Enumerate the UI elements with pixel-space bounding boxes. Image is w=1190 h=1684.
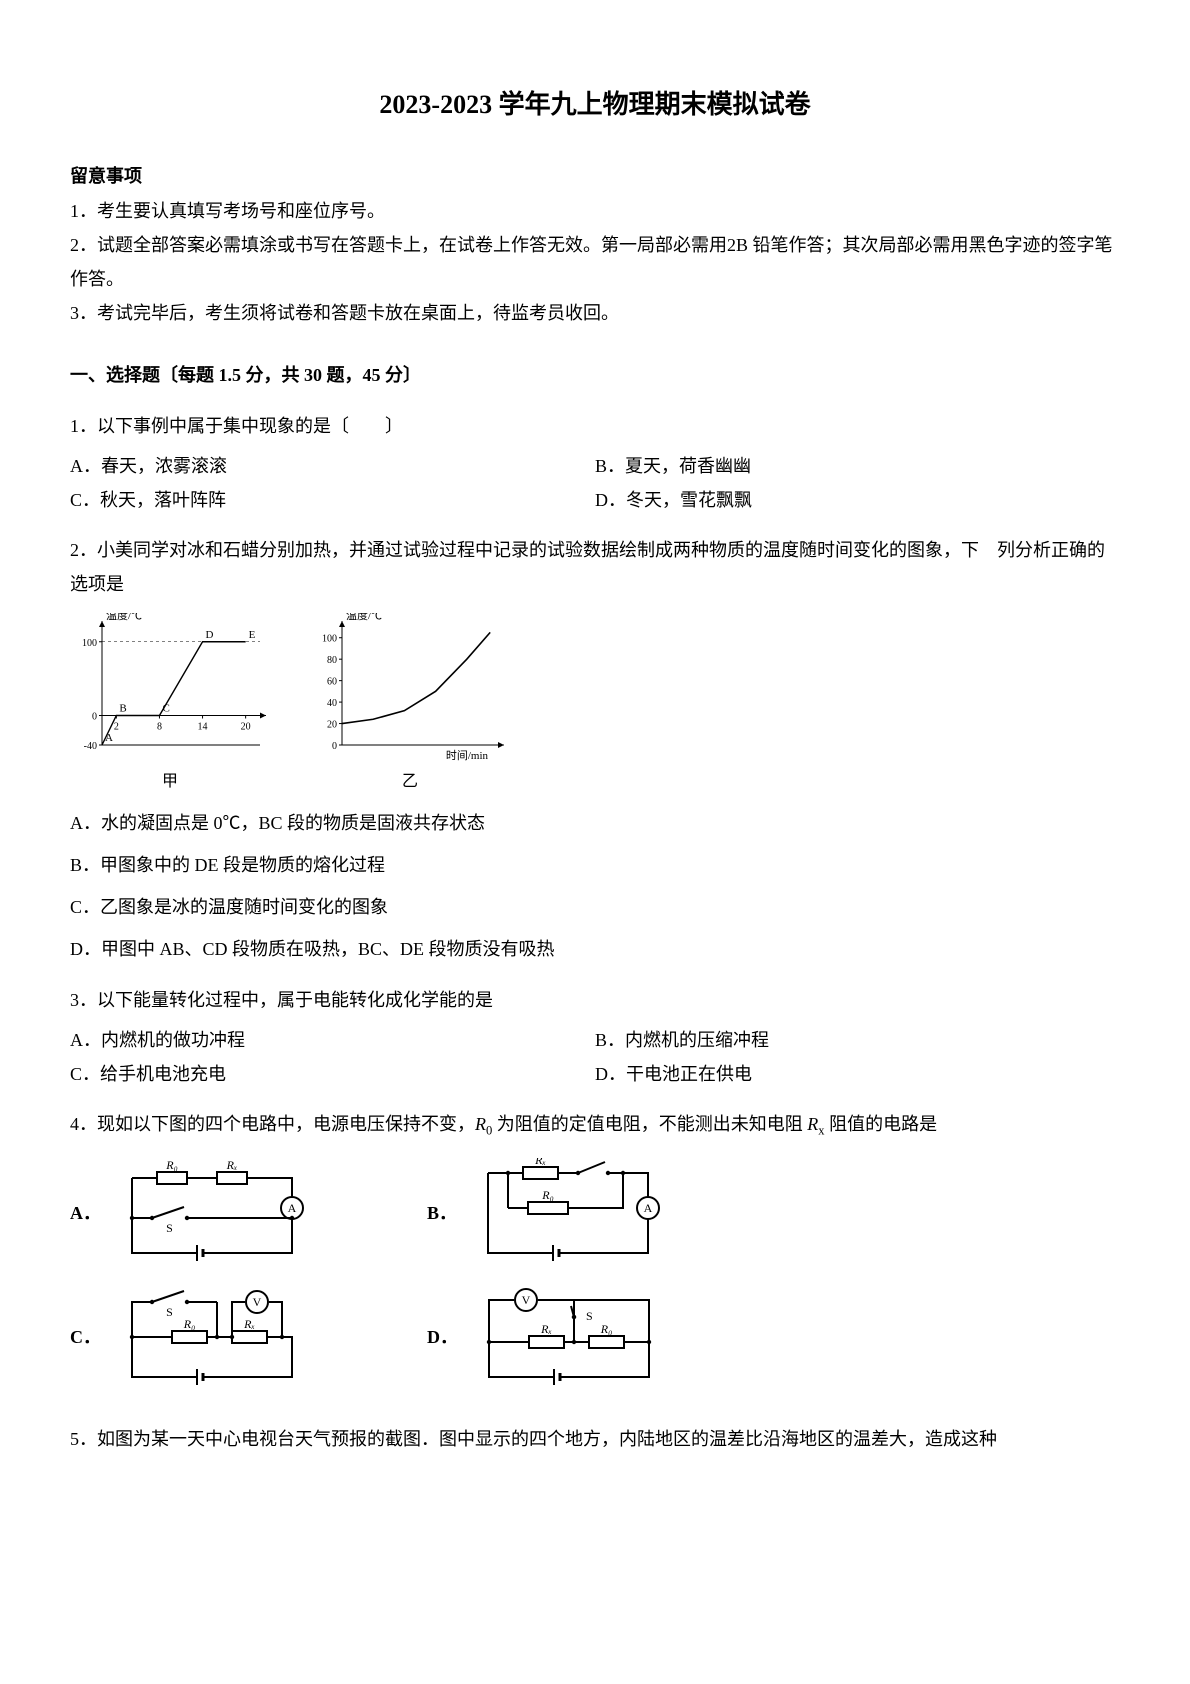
- svg-text:S: S: [586, 1309, 593, 1323]
- q1-stem: 1．以下事例中属于集中现象的是〔 〕: [70, 409, 1120, 443]
- q4-row2: C． Rₓ R₀ S V D． R₀ Rₓ V S: [70, 1282, 1120, 1392]
- svg-text:2: 2: [114, 722, 119, 733]
- svg-text:A: A: [288, 1201, 297, 1215]
- svg-text:-40: -40: [84, 741, 97, 752]
- svg-text:100: 100: [322, 634, 337, 645]
- q4-stem: 4．现如以下图的四个电路中，电源电压保持不变，R0 为阻值的定值电阻，不能测出未…: [70, 1107, 1120, 1144]
- q1-a: A．春天，浓雾滚滚: [70, 449, 595, 483]
- notice-head: 留意事项: [70, 159, 1120, 193]
- svg-text:80: 80: [327, 656, 337, 667]
- svg-text:C: C: [162, 703, 169, 715]
- svg-text:A: A: [105, 732, 113, 744]
- q2-figures: 温度/℃ 100 0 -40 2 8 14 20 A B C D E 甲 温度/℃ 时间/min 100 80…: [70, 613, 1120, 797]
- q4-circuit-b: A Rₓ R₀: [473, 1158, 663, 1268]
- q4-stem-pre: 4．现如以下图的四个电路中，电源电压保持不变，: [70, 1114, 475, 1134]
- q2-chart1: 温度/℃ 100 0 -40 2 8 14 20 A B C D E: [70, 613, 270, 763]
- svg-text:100: 100: [82, 638, 97, 649]
- q4-row1: A． A Rₓ R₀ S B． A Rₓ R₀: [70, 1158, 1120, 1268]
- q4-stem-post: 阻值的电路是: [825, 1114, 938, 1134]
- q4-circuit-c: Rₓ R₀ S V: [117, 1282, 307, 1392]
- svg-text:E: E: [249, 629, 256, 641]
- svg-text:14: 14: [198, 722, 208, 733]
- q3-b: B．内燃机的压缩冲程: [595, 1023, 1120, 1057]
- q3-choices: A．内燃机的做功冲程 B．内燃机的压缩冲程 C．给手机电池充电 D．干电池正在供…: [70, 1023, 1120, 1091]
- svg-text:V: V: [253, 1295, 262, 1309]
- q2-stem: 2．小美同学对冰和石蜡分别加热，并通过试验过程中记录的试验数据绘制成两种物质的温…: [70, 533, 1120, 601]
- q4-r0: R: [475, 1114, 486, 1134]
- svg-text:20: 20: [327, 720, 337, 731]
- q1-c: C．秋天，落叶阵阵: [70, 483, 595, 517]
- q1-choices: A．春天，浓雾滚滚 B．夏天，荷香幽幽 C．秋天，落叶阵阵 D．冬天，雪花飘飘: [70, 449, 1120, 517]
- svg-text:B: B: [119, 703, 126, 715]
- q5-stem: 5．如图为某一天中心电视台天气预报的截图．图中显示的四个地方，内陆地区的温差比沿…: [70, 1422, 1120, 1456]
- svg-text:温度/℃: 温度/℃: [106, 613, 142, 622]
- svg-text:8: 8: [157, 722, 162, 733]
- q4-circuit-a: A Rₓ R₀ S: [117, 1158, 307, 1268]
- svg-text:Rₓ: Rₓ: [243, 1317, 255, 1331]
- q4-a-label: A．: [70, 1196, 101, 1230]
- svg-text:R₀: R₀: [183, 1317, 196, 1331]
- notice-2: 2．试题全部答案必需填涂或书写在答题卡上，在试卷上作答无效。第一局部必需用2B …: [70, 228, 1120, 296]
- q3-c: C．给手机电池充电: [70, 1057, 595, 1091]
- svg-text:时间/min: 时间/min: [446, 749, 489, 762]
- q1-b: B．夏天，荷香幽幽: [595, 449, 1120, 483]
- q4-d-label: D．: [427, 1320, 458, 1354]
- q2-c: C．乙图象是冰的温度随时间变化的图象: [70, 890, 1120, 924]
- q4-b-cell: B． A Rₓ R₀: [427, 1158, 663, 1268]
- svg-text:0: 0: [332, 741, 337, 752]
- svg-text:A: A: [644, 1201, 653, 1215]
- q4-a-cell: A． A Rₓ R₀ S: [70, 1158, 307, 1268]
- svg-text:0: 0: [92, 712, 97, 723]
- svg-text:Rₓ: Rₓ: [534, 1158, 546, 1167]
- svg-text:D: D: [206, 629, 214, 641]
- q1-d: D．冬天，雪花飘飘: [595, 483, 1120, 517]
- svg-text:R₀: R₀: [541, 1188, 554, 1202]
- q2-b: B．甲图象中的 DE 段是物质的熔化过程: [70, 848, 1120, 882]
- page-title: 2023-2023 学年九上物理期末模拟试卷: [70, 80, 1120, 129]
- q4-stem-mid: 为阻值的定值电阻，不能测出未知电阻: [492, 1114, 807, 1134]
- q2-chart2-wrap: 温度/℃ 时间/min 100 80 60 40 20 0 乙: [310, 613, 510, 797]
- svg-text:60: 60: [327, 677, 337, 688]
- q4-circuit-d: R₀ Rₓ V S: [474, 1282, 664, 1392]
- notice-3: 3．考试完毕后，考生须将试卷和答题卡放在桌面上，待监考员收回。: [70, 296, 1120, 330]
- q4-d-cell: D． R₀ Rₓ V S: [427, 1282, 664, 1392]
- svg-text:40: 40: [327, 699, 337, 710]
- q3-d: D．干电池正在供电: [595, 1057, 1120, 1091]
- svg-text:S: S: [166, 1305, 173, 1319]
- q2-d: D．甲图中 AB、CD 段物质在吸热，BC、DE 段物质没有吸热: [70, 932, 1120, 966]
- q2-chart1-caption: 甲: [70, 767, 270, 797]
- svg-text:R₀: R₀: [165, 1158, 178, 1172]
- q2-a: A．水的凝固点是 0℃，BC 段的物质是固液共存状态: [70, 806, 1120, 840]
- q4-c-label: C．: [70, 1320, 101, 1354]
- svg-text:Rₓ: Rₓ: [226, 1158, 238, 1172]
- q4-rx: R: [807, 1114, 818, 1134]
- svg-text:Rₓ: Rₓ: [540, 1322, 552, 1336]
- q3-a: A．内燃机的做功冲程: [70, 1023, 595, 1057]
- q3-stem: 3．以下能量转化过程中，属于电能转化成化学能的是: [70, 983, 1120, 1017]
- svg-text:V: V: [522, 1293, 531, 1307]
- svg-text:R₀: R₀: [600, 1322, 613, 1336]
- q2-chart2: 温度/℃ 时间/min 100 80 60 40 20 0: [310, 613, 510, 763]
- q4-b-label: B．: [427, 1196, 457, 1230]
- svg-text:20: 20: [241, 722, 251, 733]
- q2-chart2-caption: 乙: [310, 767, 510, 797]
- svg-text:S: S: [166, 1221, 173, 1235]
- q2-chart1-wrap: 温度/℃ 100 0 -40 2 8 14 20 A B C D E 甲: [70, 613, 270, 797]
- svg-text:温度/℃: 温度/℃: [346, 613, 382, 622]
- notice-1: 1．考生要认真填写考场号和座位序号。: [70, 194, 1120, 228]
- q4-c-cell: C． Rₓ R₀ S V: [70, 1282, 307, 1392]
- section1-head: 一、选择题〔每题 1.5 分，共 30 题，45 分〕: [70, 358, 1120, 392]
